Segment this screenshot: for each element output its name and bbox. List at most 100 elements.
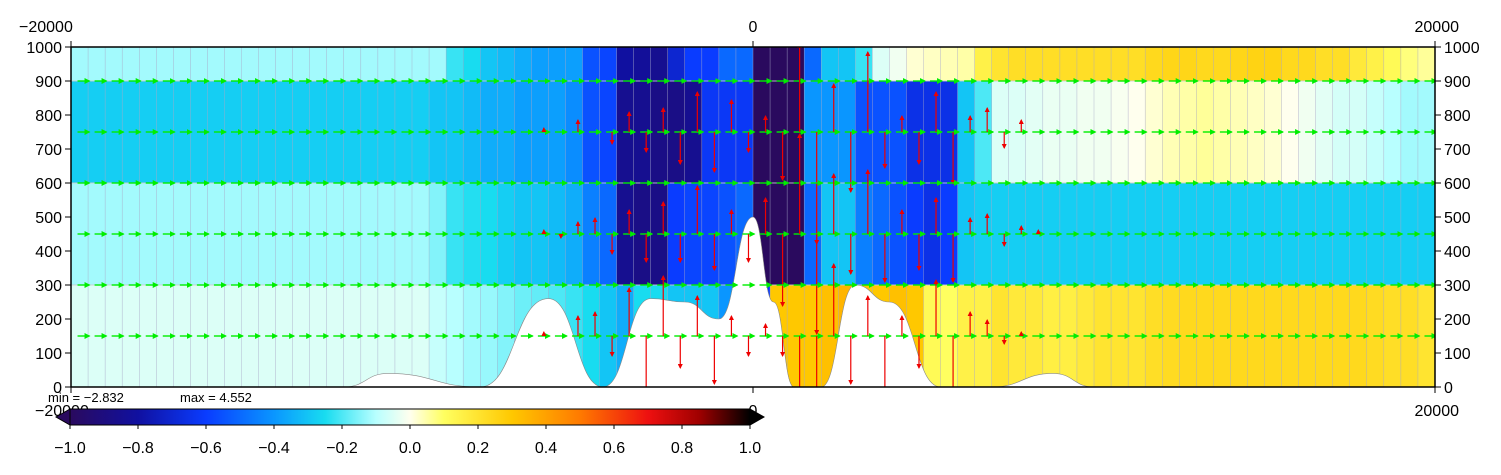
field-cell [1230, 47, 1248, 82]
field-cell [718, 47, 737, 82]
field-cell [377, 47, 396, 82]
field-cell [104, 47, 123, 82]
field-cell [292, 47, 311, 82]
y-tick-label-left: 300 [35, 278, 62, 295]
field-cell [650, 47, 669, 82]
x-tick-label-top: −20000 [19, 19, 73, 36]
velocity-vectors [77, 47, 1435, 387]
field-cell [923, 47, 941, 82]
field-cell [190, 47, 208, 82]
y-tick-label-left: 100 [35, 346, 62, 363]
field-cell [275, 47, 294, 82]
field-cell [428, 47, 447, 82]
field-cell [786, 47, 805, 82]
field-cell [1281, 47, 1300, 82]
field-cell [1298, 47, 1317, 82]
field-cell [565, 47, 583, 82]
field-cell [497, 47, 515, 82]
colorbar-tick-label: −0.6 [190, 440, 222, 457]
max-label: max = 4.552 [180, 390, 252, 405]
field-cell [71, 47, 89, 82]
field-cell [462, 47, 481, 82]
y-tick-label-right: 1000 [1444, 40, 1480, 57]
colorbar-tick-label: −0.4 [258, 440, 290, 457]
colorbar-low-arrow [54, 408, 71, 426]
y-tick-label-left: 0 [53, 380, 62, 397]
field-cell [411, 47, 430, 82]
field-cell [1417, 47, 1435, 82]
field-cell [87, 47, 106, 82]
y-tick-label-right: 500 [1444, 210, 1471, 227]
field-cell [548, 47, 566, 82]
y-tick-label-right: 700 [1444, 142, 1471, 159]
field-cell [667, 47, 686, 82]
axes: 0 0 100 100 200 200 300 300 400 400 500 500 600 600 70… [19, 19, 1480, 420]
field-cell [855, 47, 873, 82]
colorbar-gradient [69, 408, 751, 426]
field-cell [207, 47, 225, 82]
y-tick-label-right: 200 [1444, 312, 1471, 329]
y-tick-label-left: 400 [35, 244, 62, 261]
field-cell [1093, 47, 1112, 82]
field-cell [752, 47, 771, 82]
field-cell [582, 47, 600, 82]
field-cell [445, 47, 464, 82]
field-cell [360, 47, 379, 82]
field-cell [156, 47, 174, 82]
field-cell [1059, 47, 1078, 82]
y-tick-label-left: 1000 [26, 40, 62, 57]
field-cell [821, 47, 839, 82]
colorbar-tick-label: 0.2 [467, 440, 489, 457]
field-cell [974, 47, 993, 82]
colorbar-tick-label: 0.0 [399, 440, 421, 457]
field-cell [701, 47, 720, 82]
field-cell [1264, 47, 1282, 82]
y-tick-label-right: 300 [1444, 278, 1471, 295]
y-tick-label-left: 900 [35, 74, 62, 91]
colorbar-tick-label: −0.8 [122, 440, 154, 457]
field-cell [889, 47, 907, 82]
field-cell [1247, 47, 1265, 82]
field-cell [803, 47, 822, 82]
y-tick-label-right: 100 [1444, 346, 1471, 363]
field-cell [1332, 47, 1351, 82]
y-tick-label-right: 0 [1444, 380, 1453, 397]
y-tick-label-left: 200 [35, 312, 62, 329]
field-cell [309, 47, 328, 82]
field-cell [224, 47, 242, 82]
field-cell [1161, 47, 1180, 82]
field-cell [1349, 47, 1368, 82]
field-cell [1008, 47, 1027, 82]
y-tick-label-left: 700 [35, 142, 62, 159]
y-tick-label-right: 600 [1444, 176, 1471, 193]
colorbar-tick-label: 0.6 [603, 440, 625, 457]
x-tick-label-bottom: 20000 [1415, 403, 1460, 420]
field-cell [957, 47, 976, 82]
field-cell [906, 47, 924, 82]
field-cell [1179, 47, 1197, 82]
field-cell [1213, 47, 1231, 82]
field-cell [1076, 47, 1095, 82]
field-cell [1025, 47, 1044, 82]
field-cell [173, 47, 191, 82]
field-cell [343, 47, 362, 82]
field-cell [480, 47, 498, 82]
field-cell [531, 47, 549, 82]
scalar-field [71, 47, 1435, 387]
field-cell [514, 47, 532, 82]
field-cell [633, 47, 652, 82]
field-cell [1110, 47, 1129, 82]
field-cell [1315, 47, 1334, 82]
field-cell [1042, 47, 1061, 82]
field-cell [1127, 47, 1146, 82]
field-cell [121, 47, 140, 82]
colorbar-tick-label: −1.0 [54, 440, 86, 457]
field-cell [1196, 47, 1214, 82]
field-cell [599, 47, 617, 82]
y-tick-label-left: 800 [35, 108, 62, 125]
field-cell [394, 47, 413, 82]
field-cell [1400, 47, 1419, 82]
field-cell [138, 47, 157, 82]
colorbar-tick-label: 0.4 [535, 440, 557, 457]
colorbar-tick-label: −0.2 [326, 440, 358, 457]
